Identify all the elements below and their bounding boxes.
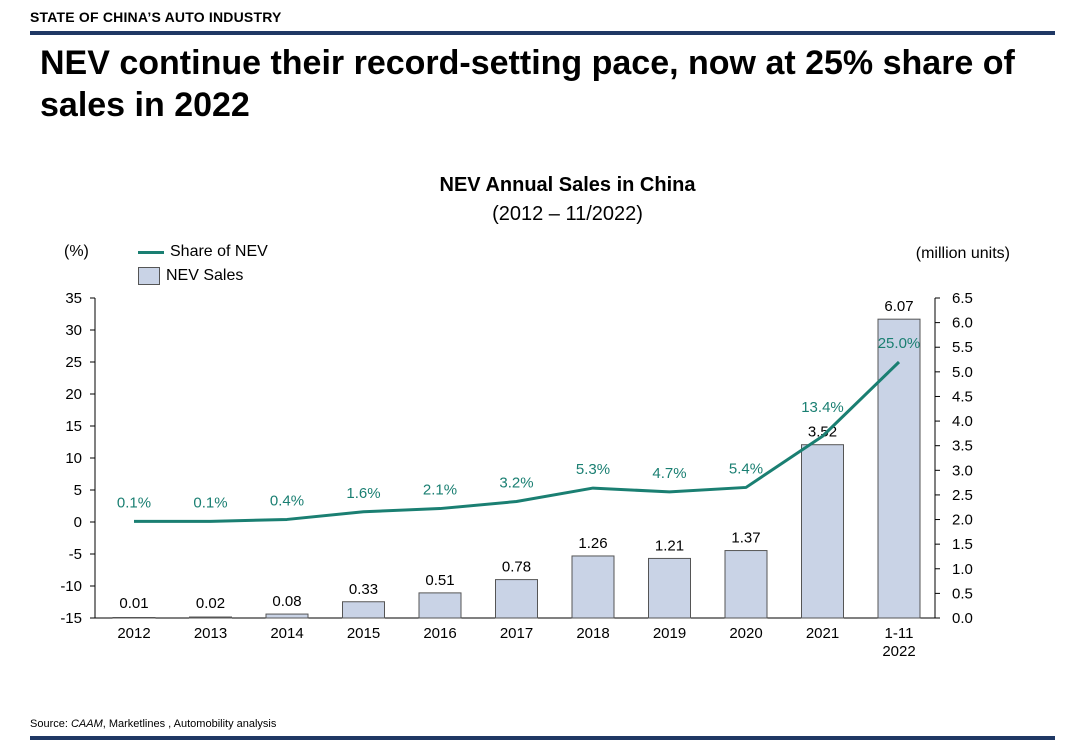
- line-value-label: 1.6%: [346, 485, 380, 502]
- bar-nev-sales: [801, 444, 844, 619]
- section-label: STATE OF CHINA’S AUTO INDUSTRY: [30, 9, 282, 25]
- source-note: Source: CAAM, Marketlines , Automobility…: [30, 718, 276, 730]
- legend-label-share: Share of NEV: [170, 243, 268, 260]
- left-axis-unit: (%): [64, 243, 89, 260]
- left-axis-tick-label: 35: [65, 290, 82, 307]
- bar-value-label: 0.51: [425, 572, 454, 589]
- left-axis-tick-label: -15: [60, 610, 82, 627]
- bar-nev-sales: [112, 617, 156, 619]
- line-value-label: 0.1%: [193, 494, 227, 511]
- right-axis-tick-label: 3.0: [952, 462, 973, 479]
- right-axis-tick-label: 3.5: [952, 438, 973, 455]
- bar-value-label: 1.21: [655, 537, 684, 554]
- bar-nev-sales: [189, 616, 232, 619]
- right-axis-tick-label: 5.0: [952, 364, 973, 381]
- right-axis-tick-label: 5.5: [952, 339, 973, 356]
- line-value-label: 25.0%: [878, 335, 921, 352]
- line-value-label: 2.1%: [423, 482, 457, 499]
- top-rule: [30, 31, 1055, 35]
- left-axis-tick-label: 5: [74, 482, 82, 499]
- left-axis-tick-label: -10: [60, 578, 82, 595]
- left-axis-tick-label: 30: [65, 322, 82, 339]
- bar-nev-sales: [418, 592, 462, 619]
- category-label: 2016: [423, 625, 456, 642]
- bottom-rule: [30, 736, 1055, 740]
- left-axis-tick-label: -5: [69, 546, 82, 563]
- bar-value-label: 0.08: [272, 593, 301, 610]
- line-value-label: 5.3%: [576, 461, 610, 478]
- right-axis-tick-label: 6.5: [952, 290, 973, 307]
- category-label: 2019: [653, 625, 686, 642]
- legend-item-share: Share of NEV: [138, 240, 268, 264]
- right-axis-tick-label: 1.5: [952, 536, 973, 553]
- category-label: 2015: [347, 625, 380, 642]
- line-share-of-nev: [134, 360, 901, 523]
- nev-chart: 35302520151050-5-10-156.56.05.55.04.54.0…: [60, 290, 973, 660]
- page-headline: NEV continue their record-setting pace, …: [40, 44, 1015, 124]
- bar-value-label: 1.37: [731, 530, 760, 547]
- category-label: 2013: [194, 625, 227, 642]
- chart-legend: Share of NEV NEV Sales: [138, 240, 268, 288]
- left-axis-tick-label: 0: [74, 514, 82, 531]
- source-italic: CAAM: [70, 718, 103, 730]
- category-label: 1-11: [885, 625, 914, 642]
- bar-nev-sales: [648, 557, 691, 619]
- bar-value-label: 1.26: [578, 535, 607, 552]
- chart-title: NEV Annual Sales in China: [439, 174, 696, 196]
- line-value-label: 5.4%: [729, 460, 763, 477]
- bar-nev-sales: [265, 613, 309, 619]
- category-label: 2012: [117, 625, 150, 642]
- source-prefix: Source:: [30, 718, 71, 730]
- right-axis-unit: (million units): [915, 245, 1010, 262]
- right-axis-tick-label: 2.0: [952, 512, 973, 529]
- legend-item-sales: NEV Sales: [138, 264, 268, 288]
- line-value-label: 0.1%: [117, 494, 151, 511]
- right-axis-tick-label: 2.5: [952, 487, 973, 504]
- category-label: 2017: [500, 625, 533, 642]
- line-value-label: 3.2%: [499, 475, 533, 492]
- source-rest: , Marketlines , Automobility analysis: [102, 718, 277, 730]
- bar-value-label: 0.02: [196, 595, 225, 612]
- category-label: 2021: [806, 625, 839, 642]
- left-axis-tick-label: 25: [65, 354, 82, 371]
- legend-line-swatch: [138, 250, 164, 254]
- line-value-label: 13.4%: [801, 399, 844, 416]
- right-axis-tick-label: 1.0: [952, 561, 973, 578]
- legend-label-sales: NEV Sales: [166, 267, 244, 284]
- line-value-label: 0.4%: [270, 492, 304, 509]
- category-label: 2014: [270, 625, 303, 642]
- category-label: 2022: [882, 643, 915, 660]
- bar-value-label: 6.07: [884, 298, 913, 315]
- category-label: 2018: [576, 625, 609, 642]
- bar-nev-sales: [571, 555, 615, 619]
- left-axis-tick-label: 20: [65, 386, 82, 403]
- bar-nev-sales: [495, 579, 538, 619]
- bar-nev-sales: [342, 601, 385, 619]
- left-axis-tick-label: 10: [65, 450, 82, 467]
- bar-nev-sales: [724, 550, 768, 619]
- bar-value-label: 0.78: [502, 559, 531, 576]
- legend-bar-swatch: [138, 267, 160, 285]
- chart-subtitle: (2012 – 11/2022): [492, 203, 643, 225]
- left-axis-tick-label: 15: [65, 418, 82, 435]
- right-axis-tick-label: 0.5: [952, 585, 973, 602]
- bar-value-label: 0.33: [349, 581, 378, 598]
- right-axis-tick-label: 0.0: [952, 610, 973, 627]
- bar-value-label: 0.01: [119, 595, 148, 612]
- right-axis-tick-label: 4.5: [952, 388, 973, 405]
- right-axis-tick-label: 6.0: [952, 315, 973, 332]
- right-axis-tick-label: 4.0: [952, 413, 973, 430]
- line-value-label: 4.7%: [652, 465, 686, 482]
- bar-nev-sales: [877, 318, 921, 619]
- category-label: 2020: [729, 625, 762, 642]
